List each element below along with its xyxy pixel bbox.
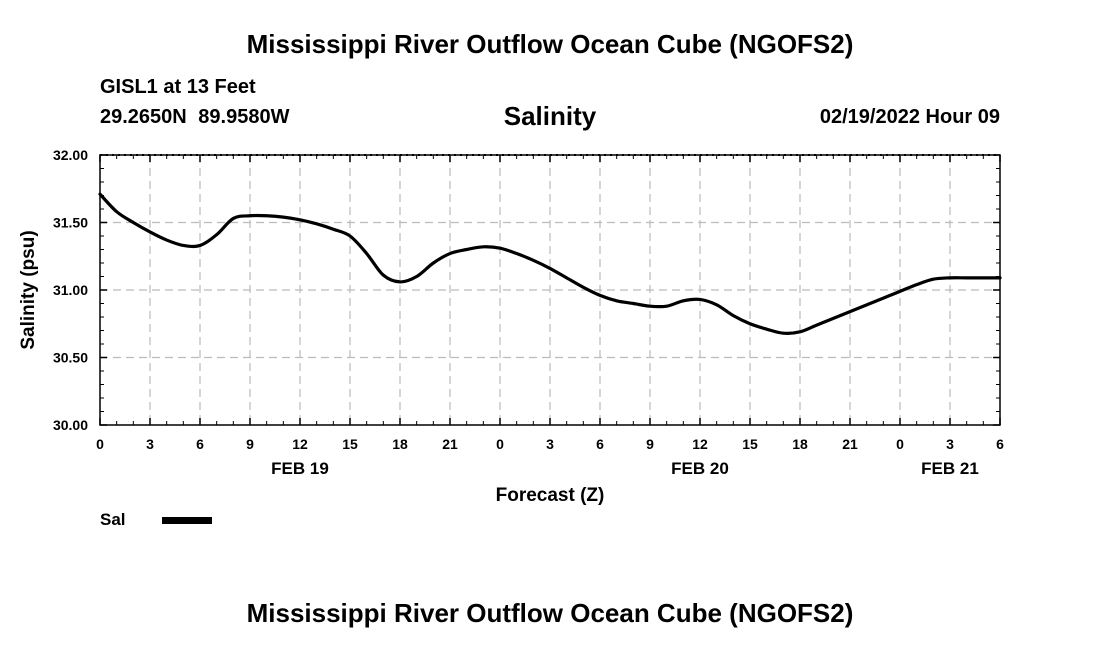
station-label: GISL1 at 13 Feet bbox=[100, 76, 256, 98]
grid-layer bbox=[100, 155, 1000, 425]
x-tick-label: 15 bbox=[342, 436, 358, 452]
x-tick-label: 15 bbox=[742, 436, 758, 452]
legend-label: Sal bbox=[100, 510, 126, 529]
axis-layer bbox=[99, 154, 1001, 426]
x-tick-label: 3 bbox=[946, 436, 954, 452]
x-tick-label: 18 bbox=[392, 436, 408, 452]
coordinates-label: 29.2650N 89.9580W bbox=[100, 106, 290, 128]
y-axis-title: Salinity (psu) bbox=[18, 230, 39, 349]
x-tick-label: 6 bbox=[596, 436, 604, 452]
x-tick-label: 6 bbox=[996, 436, 1004, 452]
x-axis-title: Forecast (Z) bbox=[496, 485, 605, 506]
label-layer: 0 3 6 9 12 15 18 21 0 3 6 9 12 15 18 21 0 3 6 30.00 30.50 31.… bbox=[18, 147, 1004, 506]
date-label: FEB 21 bbox=[921, 459, 979, 478]
y-tick-label: 30.00 bbox=[53, 417, 88, 433]
x-tick-label: 18 bbox=[792, 436, 808, 452]
x-tick-label: 0 bbox=[496, 436, 504, 452]
date-label: FEB 20 bbox=[671, 459, 729, 478]
x-tick-label: 21 bbox=[442, 436, 458, 452]
x-tick-label: 12 bbox=[692, 436, 708, 452]
x-tick-label: 12 bbox=[292, 436, 308, 452]
forecast-datetime: 02/19/2022 Hour 09 bbox=[819, 106, 1000, 128]
x-tick-label: 0 bbox=[96, 436, 104, 452]
y-tick-label: 31.50 bbox=[53, 215, 88, 231]
series-line-sal bbox=[98, 192, 1002, 335]
y-tick-label: 32.00 bbox=[53, 147, 88, 163]
x-tick-label: 9 bbox=[646, 436, 654, 452]
footer-title: Mississippi River Outflow Ocean Cube (NG… bbox=[246, 598, 854, 628]
legend-line-swatch bbox=[162, 517, 212, 524]
x-tick-label: 6 bbox=[196, 436, 204, 452]
series-layer bbox=[98, 192, 1002, 335]
y-tick-label: 30.50 bbox=[53, 350, 88, 366]
x-tick-label: 9 bbox=[246, 436, 254, 452]
x-tick-label: 21 bbox=[842, 436, 858, 452]
y-tick-label: 31.00 bbox=[53, 282, 88, 298]
chart-subtitle: Salinity bbox=[503, 101, 597, 131]
x-tick-label: 0 bbox=[896, 436, 904, 452]
date-label: FEB 19 bbox=[271, 459, 329, 478]
x-tick-label: 3 bbox=[146, 436, 154, 452]
main-title: Mississippi River Outflow Ocean Cube (NG… bbox=[246, 29, 854, 59]
x-tick-label: 3 bbox=[546, 436, 554, 452]
